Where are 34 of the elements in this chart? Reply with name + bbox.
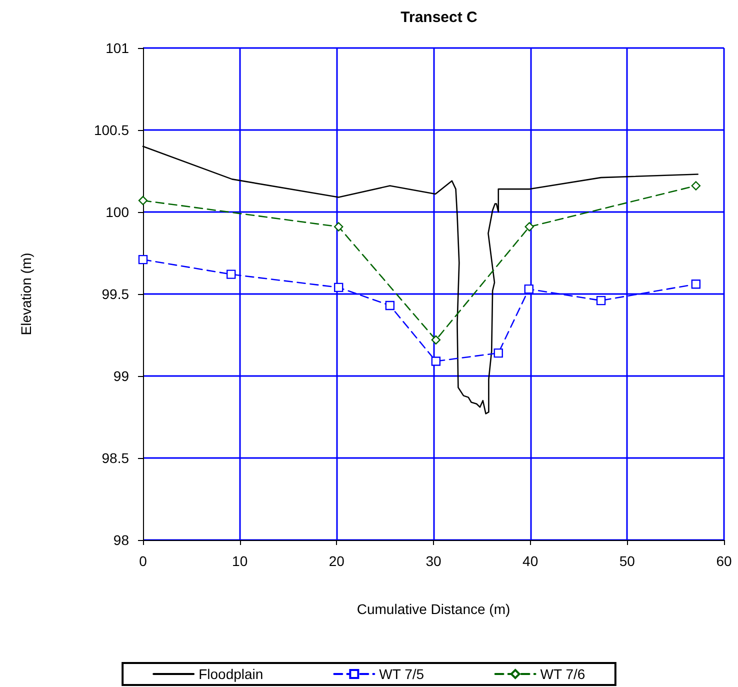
point	[431, 356, 441, 366]
point	[138, 196, 148, 206]
point	[691, 280, 701, 289]
point	[524, 222, 534, 232]
x-tick-label: 30	[426, 553, 442, 569]
y-axis-title: Elevation (m)	[18, 252, 34, 336]
x-tick-label: 60	[716, 553, 732, 569]
legend-label: Floodplain	[198, 666, 264, 682]
y-tick-label: 101	[106, 40, 130, 56]
point	[334, 222, 344, 232]
y-tick-label: 99.5	[102, 286, 130, 302]
point	[334, 282, 344, 292]
y-tick-label: 99	[113, 368, 130, 384]
point	[431, 335, 441, 345]
x-tick-label: 20	[328, 553, 345, 569]
y-tick-label: 100	[106, 204, 130, 220]
point	[494, 348, 503, 358]
point	[524, 284, 534, 294]
chart-title: Transect C	[400, 9, 478, 26]
point	[691, 181, 701, 190]
x-tick-label: 10	[232, 553, 248, 569]
y-tick-label: 100.5	[94, 122, 130, 138]
point	[596, 296, 606, 306]
y-tick-label: 98.5	[102, 450, 130, 466]
point	[226, 270, 236, 279]
point	[138, 254, 148, 264]
legend-label: WT 7/6	[540, 666, 586, 682]
x-axis-title: Cumulative Distance (m)	[356, 601, 510, 617]
x-tick-label: 40	[522, 553, 538, 569]
x-tick-label: 0	[139, 553, 148, 569]
point	[385, 300, 395, 310]
legend-label: WT 7/5	[379, 666, 424, 682]
x-tick-label: 50	[619, 553, 636, 569]
y-tick-label: 98	[113, 532, 130, 548]
